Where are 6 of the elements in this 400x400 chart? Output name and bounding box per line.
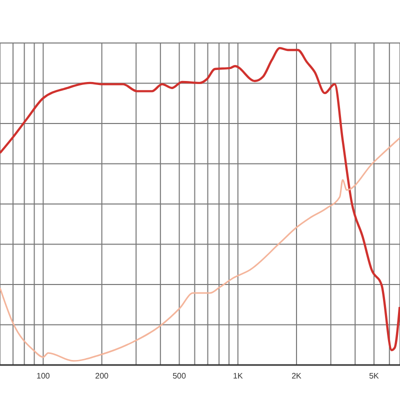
x-tick-label: 1K (233, 372, 244, 381)
x-tick-label: 500 (172, 372, 187, 381)
x-tick-label: 5K (369, 372, 380, 381)
x-tick-label: 200 (95, 372, 110, 381)
x-tick-label: 2K (292, 372, 302, 381)
x-tick-label: 100 (36, 372, 50, 381)
